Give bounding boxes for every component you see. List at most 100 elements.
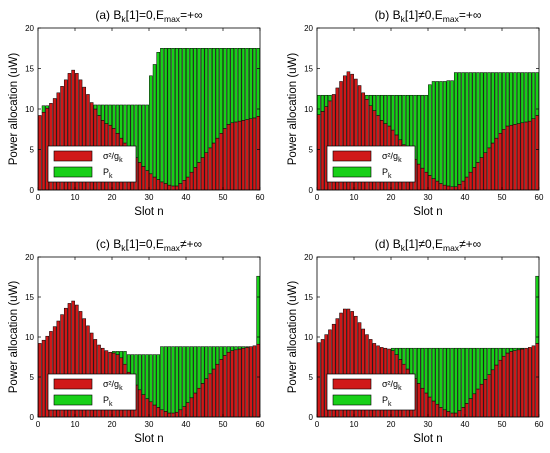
- bar-power: [215, 346, 220, 365]
- bar-noise: [516, 123, 521, 191]
- legend-label-power-main: P: [382, 167, 388, 177]
- bar-noise: [141, 166, 146, 191]
- chart-title-part: [1]≠0,E: [405, 237, 443, 251]
- bar-power: [372, 94, 377, 111]
- bar-power: [468, 72, 473, 173]
- bar-power: [387, 94, 391, 127]
- bar-power: [494, 72, 499, 139]
- bar-noise: [428, 175, 432, 191]
- bar-power: [226, 48, 231, 125]
- legend-label-noise-sub: k: [398, 385, 402, 392]
- bar-noise: [152, 404, 157, 418]
- bar-noise: [230, 350, 235, 418]
- bar-power: [416, 94, 421, 165]
- bar-power: [439, 347, 443, 408]
- bar-noise: [435, 180, 440, 191]
- bar-noise: [535, 343, 539, 418]
- bar-power: [252, 48, 257, 119]
- bar-power: [141, 354, 146, 395]
- bar-noise: [252, 345, 257, 418]
- legend-label-noise: σ²/gk: [103, 379, 123, 392]
- bar-noise: [479, 383, 484, 418]
- bar-noise: [487, 147, 491, 191]
- chart-title-part: (b) B: [375, 8, 401, 22]
- bar-power: [476, 72, 480, 163]
- bar-noise: [524, 121, 528, 191]
- bar-noise: [320, 339, 325, 418]
- bar-power: [379, 94, 384, 121]
- bar-power: [487, 347, 491, 375]
- bar-noise: [509, 351, 514, 418]
- bar-noise: [450, 186, 454, 191]
- bar-noise: [420, 387, 425, 418]
- bar-noise: [468, 171, 473, 191]
- chart-title-subscript: max: [443, 14, 460, 24]
- bar-noise: [208, 373, 212, 418]
- bar-noise: [204, 378, 209, 418]
- bar-power: [171, 48, 175, 187]
- legend-swatch-power: [332, 394, 372, 406]
- bar-noise: [531, 118, 536, 191]
- legend-swatch-noise: [53, 378, 93, 390]
- y-tick-label: 15: [304, 65, 313, 74]
- bar-noise: [461, 407, 465, 418]
- x-tick-label: 60: [535, 193, 544, 202]
- bar-power: [461, 72, 465, 182]
- bar-noise: [479, 157, 484, 191]
- bar-power: [502, 347, 506, 357]
- bar-noise: [420, 167, 425, 191]
- bar-power: [479, 72, 484, 158]
- bar-noise: [41, 111, 46, 191]
- bar-power: [237, 48, 242, 122]
- bar-power: [490, 72, 495, 144]
- y-tick-label: 15: [304, 293, 313, 302]
- bar-noise: [527, 120, 532, 191]
- bar-power: [163, 346, 168, 412]
- bar-power: [241, 346, 246, 349]
- bar-noise: [498, 133, 502, 191]
- legend-label-noise-main: σ²/g: [103, 379, 119, 389]
- bar-power: [156, 354, 161, 408]
- chart-title-subscript: k: [401, 243, 406, 253]
- bar-power: [160, 48, 164, 183]
- x-tick-label: 60: [535, 420, 544, 429]
- chart-panel-2: 0 10 20 30 40 50 60 0 5 10 15 20 Slot n Power allocat…: [287, 8, 544, 218]
- bar-power: [182, 48, 186, 181]
- bar-noise: [472, 393, 477, 418]
- x-tick-label: 10: [71, 420, 80, 429]
- x-tick-label: 30: [145, 420, 154, 429]
- bar-power: [167, 346, 172, 414]
- bar-power: [226, 346, 231, 353]
- bar-power: [126, 354, 131, 373]
- bar-power: [535, 275, 539, 344]
- bar-power: [472, 72, 477, 168]
- bar-power: [123, 351, 127, 365]
- y-axis-label: Power allocation (uW): [8, 281, 20, 394]
- bar-noise: [149, 173, 153, 191]
- bar-noise: [174, 185, 179, 191]
- bar-power: [505, 347, 510, 354]
- bar-noise: [505, 125, 510, 191]
- chart-title-part: [1]=0,E: [126, 8, 164, 22]
- bar-power: [197, 48, 201, 163]
- y-axis-label: Power allocation (uW): [287, 53, 299, 166]
- bar-power: [520, 72, 525, 124]
- bar-power: [457, 72, 462, 185]
- bar-power: [41, 105, 46, 113]
- y-tick-label: 5: [30, 373, 35, 382]
- x-tick-label: 60: [256, 193, 265, 202]
- bar-noise: [160, 181, 164, 191]
- x-axis-label: Slot n: [134, 433, 163, 445]
- bar-noise: [186, 176, 190, 191]
- bar-noise: [208, 147, 212, 191]
- bar-noise: [494, 137, 499, 191]
- bar-power: [189, 48, 194, 173]
- chart-title-subscript: k: [121, 243, 126, 253]
- bar-noise: [167, 412, 172, 418]
- bar-power: [234, 48, 238, 123]
- bar-noise: [241, 347, 246, 418]
- x-tick-label: 10: [71, 193, 80, 202]
- x-tick-label: 30: [424, 193, 433, 202]
- bar-noise: [163, 411, 168, 418]
